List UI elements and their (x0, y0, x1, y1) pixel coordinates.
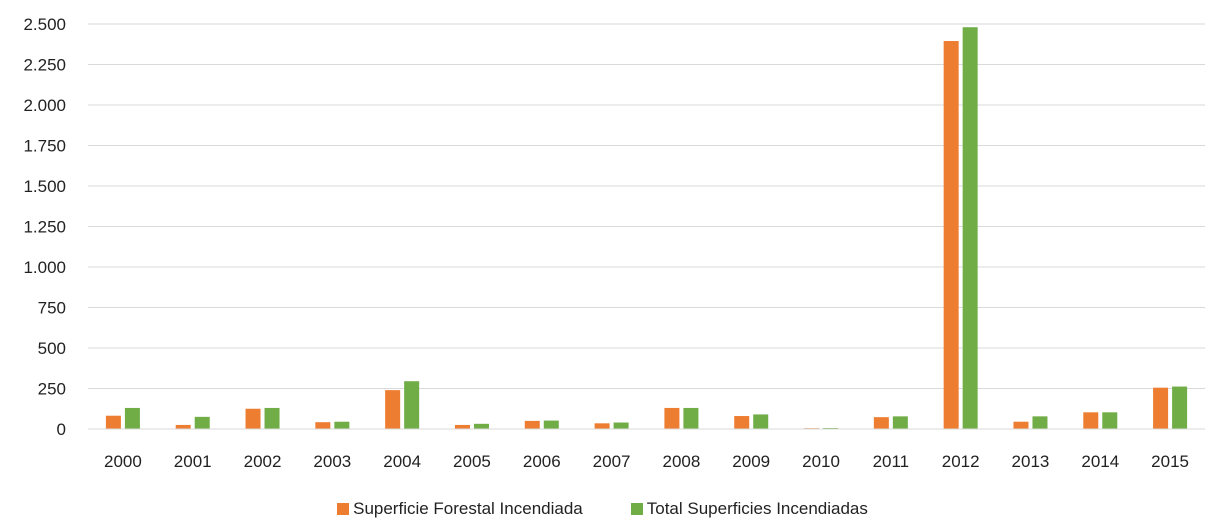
x-tick-label: 2015 (1151, 452, 1189, 471)
bar-forestal-2003 (315, 422, 331, 429)
bar-total-2014 (1102, 412, 1118, 429)
bar-forestal-2007 (594, 423, 610, 429)
bar-forestal-2008 (664, 407, 680, 429)
bar-forestal-2013 (1013, 421, 1029, 429)
x-tick-label: 2010 (802, 452, 840, 471)
bar-total-2004 (404, 381, 420, 429)
legend-label-total: Total Superficies Incendiadas (646, 499, 868, 518)
x-tick-label: 2008 (662, 452, 700, 471)
legend-swatch-total (630, 503, 643, 515)
x-tick-label: 2000 (104, 452, 142, 471)
x-tick-label: 2001 (174, 452, 212, 471)
x-tick-label: 2007 (593, 452, 631, 471)
bar-forestal-2001 (175, 424, 191, 429)
bar-forestal-2011 (873, 417, 889, 429)
y-tick-label: 0 (57, 420, 66, 439)
bar-total-2013 (1032, 416, 1048, 429)
bar-total-2015 (1172, 386, 1188, 429)
x-tick-label: 2005 (453, 452, 491, 471)
bar-forestal-2002 (245, 408, 261, 429)
y-tick-label: 250 (38, 380, 66, 399)
x-axis-ticks: 2000 2001 2002 2003 2004 2005 2006 2007 2008 2009… (104, 452, 1189, 471)
bar-forestal-2004 (385, 390, 401, 429)
y-tick-label: 2.500 (23, 15, 66, 34)
y-tick-label: 1.250 (23, 218, 66, 237)
legend-label-forestal: Superficie Forestal Incendiada (353, 499, 583, 518)
x-tick-label: 2013 (1012, 452, 1050, 471)
bar-total-2007 (613, 422, 629, 429)
bar-forestal-2006 (524, 420, 540, 429)
bar-total-2012 (962, 27, 978, 430)
y-tick-label: 2.000 (23, 96, 66, 115)
legend-item-forestal: Superficie Forestal Incendiada (337, 499, 583, 519)
legend-swatch-forestal (337, 503, 350, 515)
gridlines (88, 23, 1205, 389)
x-tick-label: 2006 (523, 452, 561, 471)
x-tick-label: 2014 (1081, 452, 1119, 471)
bar-total-2008 (683, 407, 699, 429)
y-tick-label: 1.750 (23, 137, 66, 156)
x-tick-label: 2011 (873, 452, 910, 471)
bar-total-2000 (124, 407, 140, 429)
bar-forestal-2005 (454, 424, 470, 429)
bar-total-2005 (473, 423, 489, 429)
bar-forestal-2012 (943, 41, 959, 429)
y-tick-label: 1.000 (23, 258, 66, 277)
bar-forestal-2015 (1153, 387, 1169, 429)
y-tick-label: 1.500 (23, 177, 66, 196)
y-tick-label: 2.250 (23, 56, 66, 75)
y-tick-label: 750 (38, 299, 66, 318)
x-tick-label: 2012 (942, 452, 980, 471)
bar-total-2003 (334, 421, 350, 429)
x-tick-label: 2003 (313, 452, 351, 471)
bar-forestal-2009 (734, 416, 750, 429)
bar-forestal-2014 (1083, 412, 1099, 429)
bar-total-2011 (892, 416, 908, 429)
bar-total-2009 (753, 414, 769, 429)
bar-total-2001 (194, 416, 210, 429)
x-tick-label: 2009 (732, 452, 770, 471)
legend-item-total: Total Superficies Incendiadas (630, 499, 868, 519)
y-tick-label: 500 (38, 339, 66, 358)
x-tick-label: 2002 (244, 452, 282, 471)
bar-forestal-2000 (105, 415, 121, 429)
bar-total-2006 (543, 420, 559, 429)
legend: Superficie Forestal Incendiada Total Sup… (0, 499, 1205, 519)
bar-total-2002 (264, 407, 280, 429)
y-axis-ticks: 0 250 500 750 1.000 1.250 1.500 1.750 2.000 2.250… (23, 15, 66, 439)
x-tick-label: 2004 (383, 452, 421, 471)
bars (105, 27, 1188, 430)
